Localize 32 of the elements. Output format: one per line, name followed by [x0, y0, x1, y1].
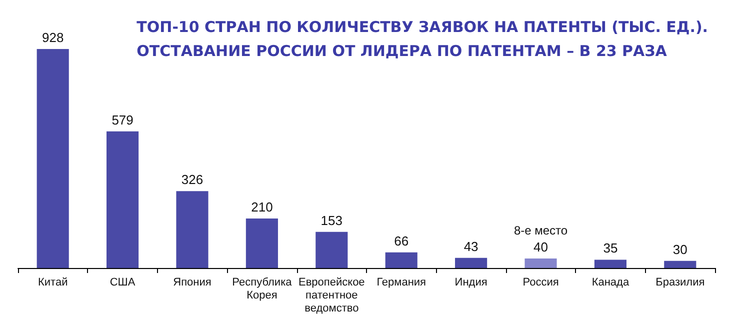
data-label: 35 [603, 240, 618, 256]
data-label: 579 [112, 112, 134, 128]
data-label: 66 [394, 233, 409, 248]
x-tick-label: Индия [454, 276, 488, 288]
data-label: 326 [181, 172, 204, 188]
data-label: 30 [672, 242, 688, 257]
bar [246, 218, 278, 268]
x-tick-label: Европейское патентное ведомство [298, 276, 365, 314]
bar [524, 258, 557, 268]
bar [176, 191, 208, 268]
bar [594, 260, 626, 268]
bar [316, 232, 348, 268]
x-tick-label: Россия [522, 276, 559, 288]
data-label: 43 [464, 238, 478, 254]
bar [664, 260, 696, 268]
x-tick-label: Канада [592, 276, 630, 288]
data-label: 210 [251, 199, 273, 214]
x-tick-label: Германия [376, 276, 426, 288]
x-tick-label: Китай [38, 276, 68, 288]
x-tick-label: Япония [173, 276, 212, 288]
x-tick-label: Республика Корея [232, 276, 293, 302]
annotation: 8-е место [514, 224, 568, 238]
bar [106, 131, 139, 268]
bar [455, 258, 488, 268]
x-tick-label: Бразилия [656, 276, 705, 288]
data-label: 928 [42, 30, 64, 45]
x-tick-label: США [110, 276, 136, 288]
data-label: 153 [320, 212, 342, 228]
chart-title: ТОП-10 СТРАН ПО КОЛИЧЕСТВУ ЗАЯВОК НА ПАТЕНТЫ (ТЫС. ЕД.). ОТСТАВАНИЕ РОССИИ ОТ ЛИДЕРА ПО ПАТЕНТАМ – В 23 РАЗА [136, 18, 708, 60]
bar [36, 48, 69, 268]
data-label: 40 [534, 240, 548, 255]
bar [385, 252, 418, 268]
